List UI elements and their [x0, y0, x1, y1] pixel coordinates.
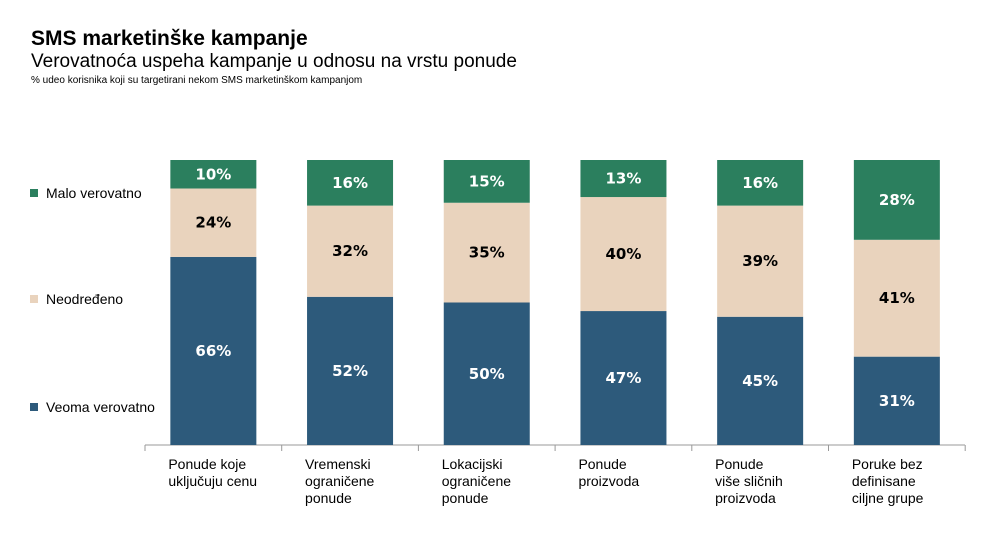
bar-segment — [443, 160, 530, 203]
bar-segment — [170, 160, 257, 189]
category-label: Ponude više sličnih proizvoda — [715, 456, 783, 506]
bar-segment — [443, 302, 530, 445]
chart-title: SMS marketinške kampanje — [31, 27, 308, 50]
data-label: 16% — [332, 174, 368, 192]
bar-segment — [307, 296, 394, 445]
legend-item: Veoma verovatno — [30, 399, 155, 415]
data-label: 50% — [469, 365, 505, 383]
legend-swatch — [30, 189, 38, 197]
data-label: 35% — [469, 244, 505, 262]
category-label: Poruke bez definisane ciljne grupe — [851, 456, 924, 506]
data-label: 16% — [742, 174, 778, 192]
data-label: 10% — [195, 165, 231, 183]
bar-segment — [853, 239, 940, 357]
data-label: 52% — [332, 362, 368, 380]
legend-label: Veoma verovatno — [46, 399, 155, 415]
category-label: Lokacijski ograničene ponude — [441, 456, 512, 506]
data-label: 66% — [195, 342, 231, 360]
category-label: Ponude proizvoda — [578, 456, 640, 489]
data-label: 24% — [195, 214, 231, 232]
data-label: 15% — [469, 172, 505, 190]
bar-segment — [717, 205, 804, 317]
data-label: 47% — [605, 369, 641, 387]
bar-segment — [307, 160, 394, 206]
bar-segment — [170, 188, 257, 257]
legend-item: Malo verovatno — [30, 185, 142, 201]
data-label: 39% — [742, 252, 778, 270]
data-label: 13% — [605, 170, 641, 188]
bar-segment — [717, 160, 804, 206]
bar-segment — [717, 316, 804, 445]
legend-swatch — [30, 295, 38, 303]
bar-segment — [580, 197, 667, 312]
data-label: 28% — [879, 191, 915, 209]
chart-subtitle: Verovatnoća uspeha kampanje u odnosu na … — [31, 51, 517, 72]
data-label: 45% — [742, 372, 778, 390]
data-label: 41% — [879, 289, 915, 307]
bar-segment — [443, 202, 530, 303]
data-label: 32% — [332, 242, 368, 260]
legend-item: Neodređeno — [30, 291, 123, 307]
bar-segment — [170, 256, 257, 445]
chart-note: % udeo korisnika koji su targetirani nek… — [31, 75, 363, 86]
bar-segment — [853, 160, 940, 240]
bar-segment — [580, 311, 667, 445]
data-label: 40% — [605, 245, 641, 263]
legend-swatch — [30, 403, 38, 411]
bar-segment — [307, 205, 394, 297]
legend-label: Malo verovatno — [46, 185, 142, 201]
category-label: Vremenski ograničene ponude — [305, 456, 375, 506]
bar-segment — [853, 356, 940, 445]
data-label: 31% — [879, 392, 915, 410]
legend-label: Neodređeno — [46, 291, 124, 307]
bar-segment — [580, 160, 667, 198]
category-label: Ponude koje uključuju cenu — [168, 456, 258, 489]
